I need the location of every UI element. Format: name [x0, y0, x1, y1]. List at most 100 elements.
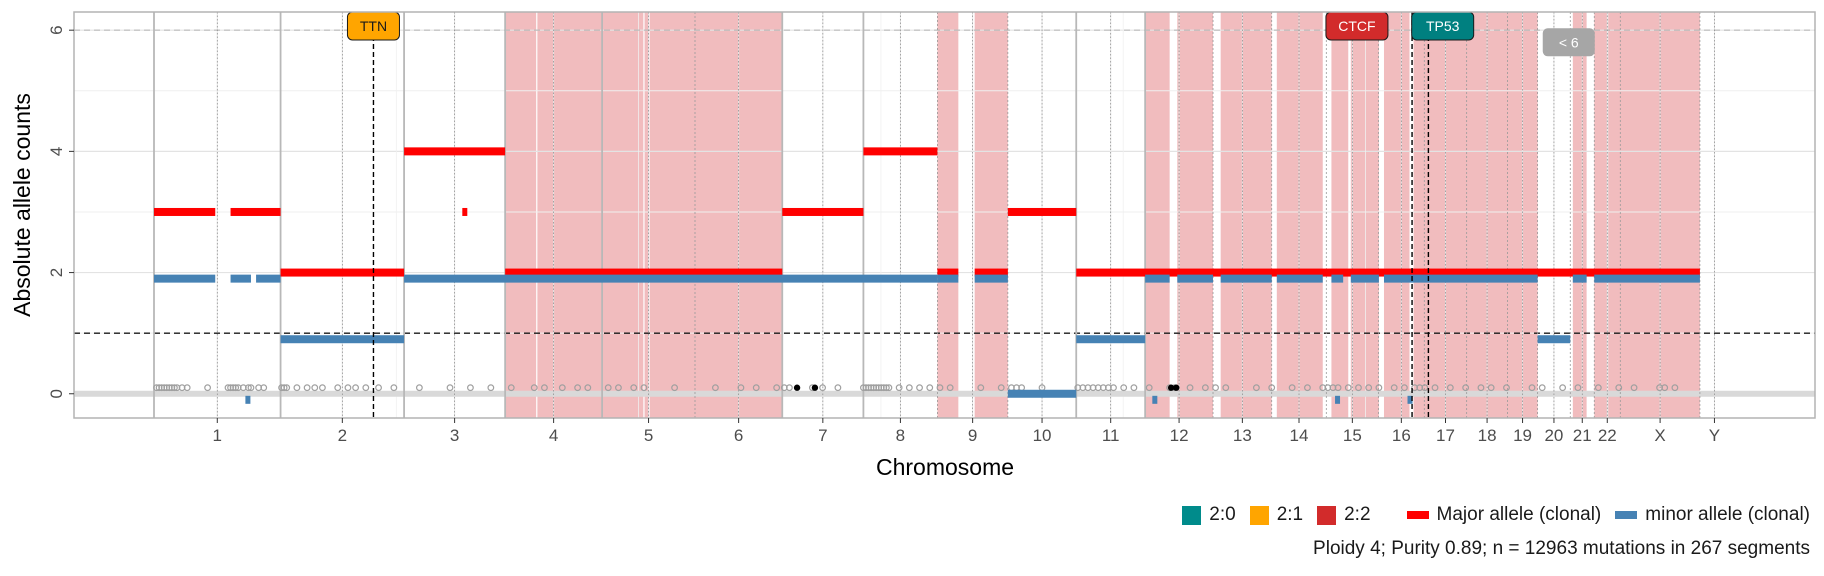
- subclonal-regions: [505, 12, 1700, 418]
- x-tick-label: 7: [818, 426, 827, 445]
- major-allele-segment: [404, 147, 506, 156]
- mutation-point: [786, 384, 793, 392]
- y-tick-label: 6: [47, 25, 66, 34]
- legend-swatch: [1182, 505, 1202, 525]
- mutation-point: [245, 384, 252, 392]
- mutation-point: [936, 384, 944, 392]
- major-allele-segment: [505, 268, 783, 277]
- driver-mutation-point: [811, 384, 819, 391]
- chart-caption: Ploidy 4; Purity 0.89; n = 12963 mutatio…: [1313, 538, 1810, 559]
- x-tick-label: 21: [1573, 426, 1592, 445]
- x-tick-label: 6: [734, 426, 743, 445]
- mutation-point: [1661, 384, 1669, 392]
- mutation-point: [574, 384, 582, 392]
- minor-allele-segment: [1152, 395, 1158, 404]
- x-tick-label: 14: [1290, 426, 1309, 445]
- mutation-point: [1212, 384, 1219, 392]
- x-tick-label: 13: [1233, 426, 1252, 445]
- mutation-point: [446, 384, 454, 392]
- minor-allele-segment: [256, 274, 281, 283]
- mutation-point: [1120, 384, 1128, 392]
- highlight-region: [1220, 12, 1272, 418]
- minor-allele-segment: [1383, 274, 1538, 283]
- mutation-point: [1365, 384, 1373, 392]
- highlight-region: [1350, 12, 1379, 418]
- mutation-point: [232, 384, 240, 392]
- x-tick-label: Y: [1709, 426, 1720, 445]
- x-tick-label: 5: [644, 426, 653, 445]
- legend-item-2-1: 2:1: [1249, 504, 1304, 526]
- minor-allele-segment: [937, 274, 959, 283]
- mutation-point: [1201, 384, 1209, 392]
- mutation-point: [1503, 384, 1510, 392]
- gene-label: < 6: [1559, 34, 1579, 50]
- minor-allele-segment: [1537, 335, 1571, 344]
- major-allele-segment: [1007, 207, 1077, 216]
- mutation-point: [530, 384, 538, 392]
- x-tick-label: 3: [450, 426, 459, 445]
- mutation-point: [1222, 384, 1230, 392]
- mutation-point: [541, 384, 548, 392]
- mutation-point: [1671, 384, 1679, 392]
- mutation-point: [737, 384, 745, 392]
- mutation-point: [1615, 384, 1623, 392]
- highlight-region: [974, 12, 1008, 418]
- highlight-region: [937, 12, 959, 418]
- x-tick-label: 19: [1513, 426, 1532, 445]
- mutation-point: [1487, 384, 1495, 392]
- mutation-point: [303, 384, 311, 392]
- legend-label: 2:1: [1276, 504, 1304, 525]
- mutation-points: [153, 384, 1679, 392]
- gene-label: TTN: [360, 18, 387, 34]
- driver-mutation-point: [1167, 384, 1175, 391]
- x-tick-label: 11: [1102, 426, 1120, 445]
- minor-allele-segment: [1572, 274, 1587, 283]
- y-tick-label: 4: [47, 147, 66, 156]
- legend-item-major-allele: Major allele (clonal): [1406, 504, 1601, 526]
- mutation-point: [926, 384, 934, 392]
- minor-allele-segment: [1331, 274, 1344, 283]
- minor-allele-segment: [245, 395, 251, 404]
- gene-label-box: [1542, 28, 1595, 57]
- x-tick-label: 10: [1033, 426, 1052, 445]
- mutation-point: [819, 384, 826, 392]
- major-allele-segment: [974, 268, 1008, 277]
- mutation-point: [467, 384, 474, 392]
- x-tick-label: 17: [1436, 426, 1455, 445]
- mutation-point: [1186, 384, 1194, 392]
- mutation-point: [1594, 384, 1602, 392]
- x-tick-label: 16: [1392, 426, 1411, 445]
- major-allele-segment: [937, 268, 959, 277]
- mutation-point: [260, 384, 268, 392]
- highlight-region: [1331, 12, 1349, 418]
- mutation-point: [1559, 384, 1567, 392]
- legend-item-minor-allele: minor allele (clonal): [1615, 504, 1810, 526]
- mutation-point: [1528, 384, 1536, 392]
- mutation-point: [311, 384, 319, 392]
- legend: 2:0 2:1 2:2 Major allele (clonal) minor …: [1080, 500, 1810, 530]
- mutation-point: [752, 384, 760, 392]
- mutation-point: [1538, 384, 1546, 392]
- mutation-point: [1574, 384, 1582, 392]
- legend-label: 2:0: [1209, 504, 1236, 525]
- mutation-point: [183, 384, 191, 392]
- mutation-point: [344, 384, 352, 392]
- minor-allele-segment: [404, 274, 938, 283]
- mutation-point: [293, 384, 301, 392]
- mutation-point: [885, 384, 893, 392]
- mutation-point: [1268, 384, 1276, 392]
- mutation-point: [946, 384, 954, 392]
- legend-swatch: [1406, 511, 1429, 519]
- mutation-point: [997, 384, 1005, 392]
- x-tick-label: X: [1654, 426, 1665, 445]
- mutation-point: [1401, 384, 1408, 392]
- x-tick-label: 12: [1170, 426, 1189, 445]
- mutation-point: [352, 384, 359, 392]
- mutation-point: [334, 384, 342, 392]
- minor-allele-segment: [1007, 389, 1077, 398]
- highlight-region: [1276, 12, 1323, 418]
- allele-segments: [154, 147, 1700, 404]
- x-tick-label: 1: [213, 426, 222, 445]
- minor-allele-segment: [1177, 274, 1214, 283]
- x-tick-label: 2: [338, 426, 347, 445]
